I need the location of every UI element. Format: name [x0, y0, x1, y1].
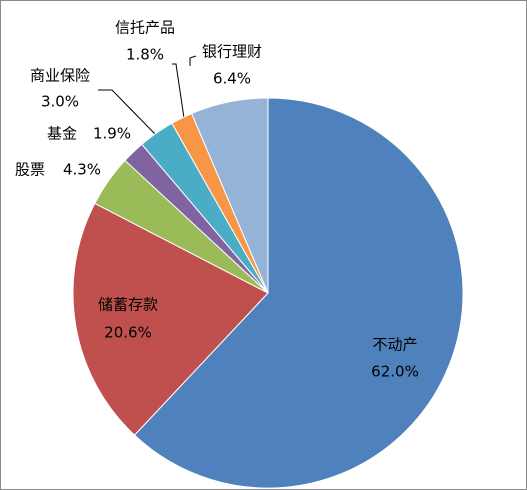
pie-slice — [133, 97, 464, 489]
slice-label: 商业保险 — [30, 67, 90, 85]
value-label: 3.0% — [41, 93, 79, 111]
value-label: 1.8% — [126, 46, 164, 64]
leader-line — [98, 89, 156, 135]
pie-slice — [191, 97, 269, 294]
leader-lines — [98, 55, 197, 135]
value-label: 62.0% — [371, 363, 419, 381]
leader-line — [172, 63, 185, 119]
slice-label: 基金 — [47, 125, 77, 143]
slice-label: 储蓄存款 — [98, 296, 158, 314]
slice-label: 不动产 — [372, 336, 417, 354]
leader-line — [189, 55, 197, 66]
value-label: 20.6% — [104, 324, 152, 342]
pie-slice — [72, 202, 269, 436]
value-label: 1.9% — [93, 125, 131, 143]
slice-label: 信托产品 — [115, 19, 175, 37]
slice-label: 股票 — [15, 161, 45, 179]
value-label: 6.4% — [213, 70, 251, 88]
value-label: 4.3% — [63, 161, 101, 179]
slice-label: 银行理财 — [202, 43, 262, 61]
